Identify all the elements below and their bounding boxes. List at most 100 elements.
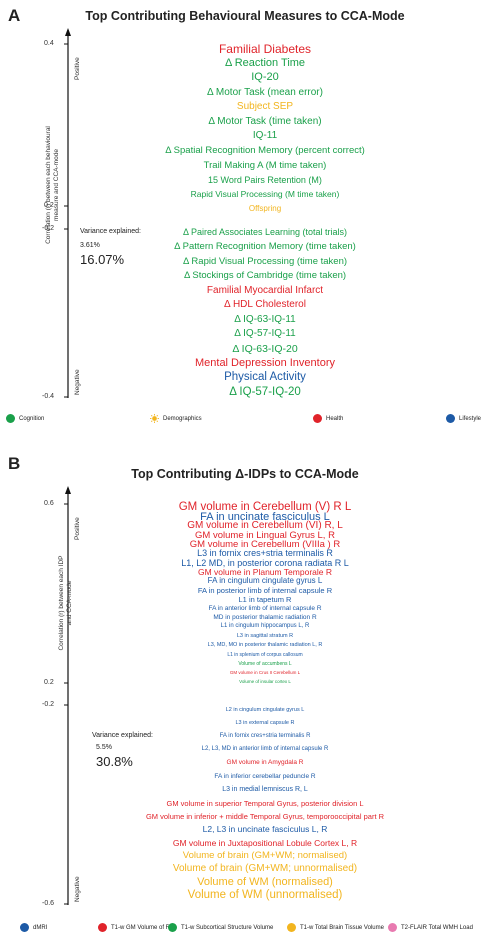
panel-a-tick-4: -0.4 <box>42 393 55 400</box>
behavioural-negative-item-8: Δ IQ-57-IQ-11 <box>234 328 296 340</box>
legend-b-gm-volume-dot-icon <box>98 923 107 932</box>
panel-b-legend: dMRI T1-w GM Volume of ROI T1-w Subcorti… <box>0 923 490 937</box>
behavioural-positive-item-3: IQ-20 <box>251 71 279 84</box>
idp-negative-item-6: FA in inferior cerebellar peduncle R <box>214 772 316 780</box>
panel-b-variance-small: 5.5% <box>96 744 112 751</box>
legend-a-cognition-dot-icon <box>6 414 15 423</box>
panel-a-letter: A <box>8 6 21 25</box>
legend-b-dmri-label: dMRI <box>33 924 48 931</box>
behavioural-negative-item-5: Familial Myocardial Infarct <box>206 284 324 296</box>
idp-negative-item-11: GM volume in Juxtapositional Lobule Cort… <box>172 837 358 848</box>
panel-a-tick-3: -0.2 <box>42 225 55 232</box>
panel-a-tick-2: 0.2 <box>44 202 54 209</box>
idp-negative-item-12: Volume of brain (GM+WM; normalised) <box>182 850 348 862</box>
behavioural-positive-item-11: Rapid Visual Processing (M time taken) <box>190 189 340 200</box>
idp-negative-item-2: L3 in external capsule R <box>235 719 295 726</box>
behavioural-positive-item-9: Trail Making A (M time taken) <box>203 159 327 171</box>
legend-a-demographics: Demographics <box>150 414 202 423</box>
panel-a-legend: Cognition Demographics Health Lifestyle <box>0 414 490 428</box>
idp-positive-item-11: L1 in tapetum R <box>238 595 292 605</box>
behavioural-negative-item-6: Δ HDL Cholesterol <box>224 299 306 311</box>
legend-a-cognition-label: Cognition <box>19 415 45 422</box>
behavioural-positive-item-10: 15 Word Pairs Retention (M) <box>208 174 322 185</box>
behavioural-negative-item-10: Mental Depression Inventory <box>194 357 335 370</box>
legend-b-total-brain-label: T1-w Total Brain Tissue Volume <box>300 924 384 931</box>
panel-b-tick-2: 0.2 <box>44 679 54 686</box>
panel-b-variance-big: 30.8% <box>96 754 133 769</box>
behavioural-positive-item-8: Δ Spatial Recognition Memory (percent co… <box>165 145 365 157</box>
legend-a-lifestyle: Lifestyle <box>446 414 481 423</box>
legend-a-health-dot-icon <box>313 414 322 423</box>
legend-b-total-brain-dot-icon <box>287 923 296 932</box>
idp-positive-item-13: MD in posterior thalamic radiation R <box>213 613 317 621</box>
idp-negative-item-10: L2, L3 in uncinate fasciculus L, R <box>202 824 328 835</box>
idp-positive-item-16: L3, MD, MO in posterior thalamic radiati… <box>207 642 323 649</box>
idp-positive-item-18: Volume of accumbens L <box>238 660 292 667</box>
idp-positive-item-12: FA in anterior limb of internal capsule … <box>208 604 322 612</box>
panel-b-letter: B <box>8 454 21 473</box>
legend-b-subcortical: T1-w Subcortical Structure Volume <box>168 923 273 932</box>
legend-b-subcortical-dot-icon <box>168 923 177 932</box>
legend-b-gm-volume: T1-w GM Volume of ROI <box>98 923 176 932</box>
panel-a-tick-1: 0.4 <box>44 40 54 47</box>
axis-b-arrow <box>65 486 71 494</box>
behavioural-positive-item-2: Δ Reaction Time <box>224 56 306 69</box>
idp-negative-item-1: L2 in cingulum cingulate gyrus L <box>225 706 305 713</box>
idp-positive-item-7: L1, L2 MD, in posterior corona radiata R… <box>181 557 349 568</box>
panel-a-variance-small: 3.61% <box>80 242 100 249</box>
behavioural-negative-item-2: Δ Pattern Recognition Memory (time taken… <box>174 240 356 252</box>
behavioural-positive-item-5: Subject SEP <box>236 101 294 113</box>
legend-b-dmri-dot-icon <box>20 923 29 932</box>
panel-b-title: Top Contributing Δ-IDPs to CCA-Mode <box>131 467 359 481</box>
behavioural-negative-item-7: Δ IQ-63-IQ-11 <box>234 313 296 325</box>
legend-b-total-brain: T1-w Total Brain Tissue Volume <box>287 923 384 932</box>
legend-b-subcortical-label: T1-w Subcortical Structure Volume <box>181 924 274 931</box>
legend-a-demographics-sun-icon <box>150 414 159 423</box>
legend-a-lifestyle-dot-icon <box>446 414 455 423</box>
legend-b-dmri: dMRI <box>20 923 47 932</box>
behavioural-positive-item-6: Δ Motor Task (time taken) <box>208 115 322 127</box>
panel-a-variance-label: Variance explained: <box>80 228 141 235</box>
idp-positive-item-15: L3 in sagittal stratum R <box>236 632 294 639</box>
behavioural-positive-item-4: Δ Motor Task (mean error) <box>207 86 323 98</box>
behavioural-negative-item-4: Δ Stockings of Cambridge (time taken) <box>183 270 347 282</box>
legend-a-health: Health <box>313 414 343 423</box>
behavioural-negative-item-9: Δ IQ-63-IQ-20 <box>232 342 298 355</box>
legend-b-wmh-label: T2-FLAIR Total WMH Load <box>401 924 473 931</box>
panel-b-variance-label: Variance explained: <box>92 732 153 739</box>
legend-a-lifestyle-label: Lifestyle <box>459 415 482 422</box>
idp-positive-item-10: FA in posterior limb of internal capsule… <box>197 585 333 595</box>
behavioural-negative-item-12: Δ IQ-57-IQ-20 <box>229 386 301 399</box>
idp-positive-item-5: GM volume in Cerebellum (VIIIa ) R <box>189 538 341 550</box>
idp-positive-item-19: GM volume in Crus II Cerebellum L <box>229 670 301 676</box>
behavioural-positive-item-12: Offspring <box>248 204 282 214</box>
idp-positive-item-1: GM volume in Cerebellum (V) R L <box>178 501 352 514</box>
behavioural-positive-item-1: Familial Diabetes <box>218 41 312 56</box>
idp-negative-item-15: Volume of WM (unnormalised) <box>187 889 343 902</box>
panel-a-title: Top Contributing Behavioural Measures to… <box>85 9 405 23</box>
behavioural-negative-item-3: Δ Rapid Visual Processing (time taken) <box>182 255 348 267</box>
axis-a-arrow <box>65 28 71 36</box>
legend-a-demographics-label: Demographics <box>163 415 202 422</box>
idp-positive-item-8: GM volume in Planum Temporale R <box>197 567 332 577</box>
idp-negative-item-9: GM volume in inferior + middle Temporal … <box>145 811 385 821</box>
idp-negative-item-14: Volume of WM (normalised) <box>197 876 333 889</box>
idp-negative-item-5: GM volume in Amygdala R <box>226 759 304 767</box>
panel-b-tick-1: 0.6 <box>44 500 54 507</box>
idp-positive-item-14: L1 in cingulum hippocampus L, R <box>220 623 310 630</box>
behavioural-negative-item-1: Δ Paired Associates Learning (total tria… <box>182 226 348 237</box>
panel-b-tick-3: -0.2 <box>42 701 55 708</box>
idp-positive-item-9: FA in cingulum cingulate gyrus L <box>207 576 323 586</box>
legend-b-gm-volume-label: T1-w GM Volume of ROI <box>111 924 177 931</box>
idp-positive-item-3: GM volume in Cerebellum (VI) R, L <box>187 520 343 532</box>
panel-a-variance-big: 16.07% <box>80 252 125 267</box>
idp-negative-item-3: FA in fornix cres+stria terminalis R <box>219 732 311 739</box>
behavioural-positive-item-7: IQ-11 <box>252 130 278 142</box>
legend-a-cognition: Cognition <box>6 414 44 423</box>
idp-negative-item-4: L2, L3, MD in anterior limb of internal … <box>201 746 329 753</box>
legend-b-wmh: T2-FLAIR Total WMH Load <box>388 923 473 932</box>
idp-positive-item-20: Volume of insular cortex L <box>239 679 291 685</box>
idp-positive-item-6: L3 in fornix cres+stria terminalis R <box>197 548 333 559</box>
idp-positive-item-4: GM volume in Lingual Gyrus L, R <box>195 529 335 541</box>
idp-positive-item-17: L1 in splenium of corpus callosum <box>227 651 303 658</box>
